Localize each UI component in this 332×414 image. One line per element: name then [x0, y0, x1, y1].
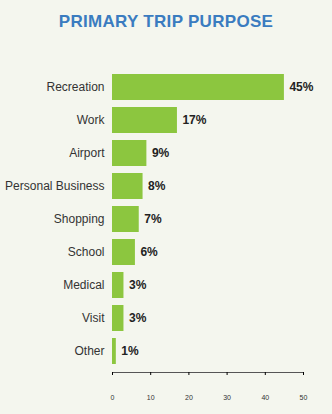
svg-text:Shopping: Shopping: [54, 212, 105, 226]
svg-text:50: 50: [300, 394, 308, 401]
svg-text:20: 20: [185, 394, 193, 401]
svg-text:Recreation: Recreation: [46, 80, 104, 94]
svg-text:1%: 1%: [121, 344, 139, 358]
svg-text:Work: Work: [77, 113, 106, 127]
svg-text:Visit: Visit: [82, 311, 105, 325]
svg-text:17%: 17%: [182, 113, 206, 127]
svg-text:Personal Business: Personal Business: [5, 179, 104, 193]
svg-text:7%: 7%: [144, 212, 162, 226]
svg-text:8%: 8%: [148, 179, 166, 193]
svg-text:Other: Other: [74, 344, 104, 358]
svg-text:3%: 3%: [129, 311, 147, 325]
svg-text:School: School: [68, 245, 105, 259]
svg-text:Airport: Airport: [69, 146, 105, 160]
svg-text:10: 10: [147, 394, 155, 401]
svg-text:Medical: Medical: [63, 278, 104, 292]
svg-text:0: 0: [111, 394, 115, 401]
svg-text:40: 40: [261, 394, 269, 401]
svg-text:30: 30: [223, 394, 231, 401]
svg-text:3%: 3%: [129, 278, 147, 292]
svg-text:9%: 9%: [152, 146, 170, 160]
svg-text:6%: 6%: [140, 245, 158, 259]
svg-text:45%: 45%: [289, 80, 313, 94]
html-text:PRIMARY TRIP PURPOSE: PRIMARY TRIP PURPOSE: [58, 12, 274, 31]
